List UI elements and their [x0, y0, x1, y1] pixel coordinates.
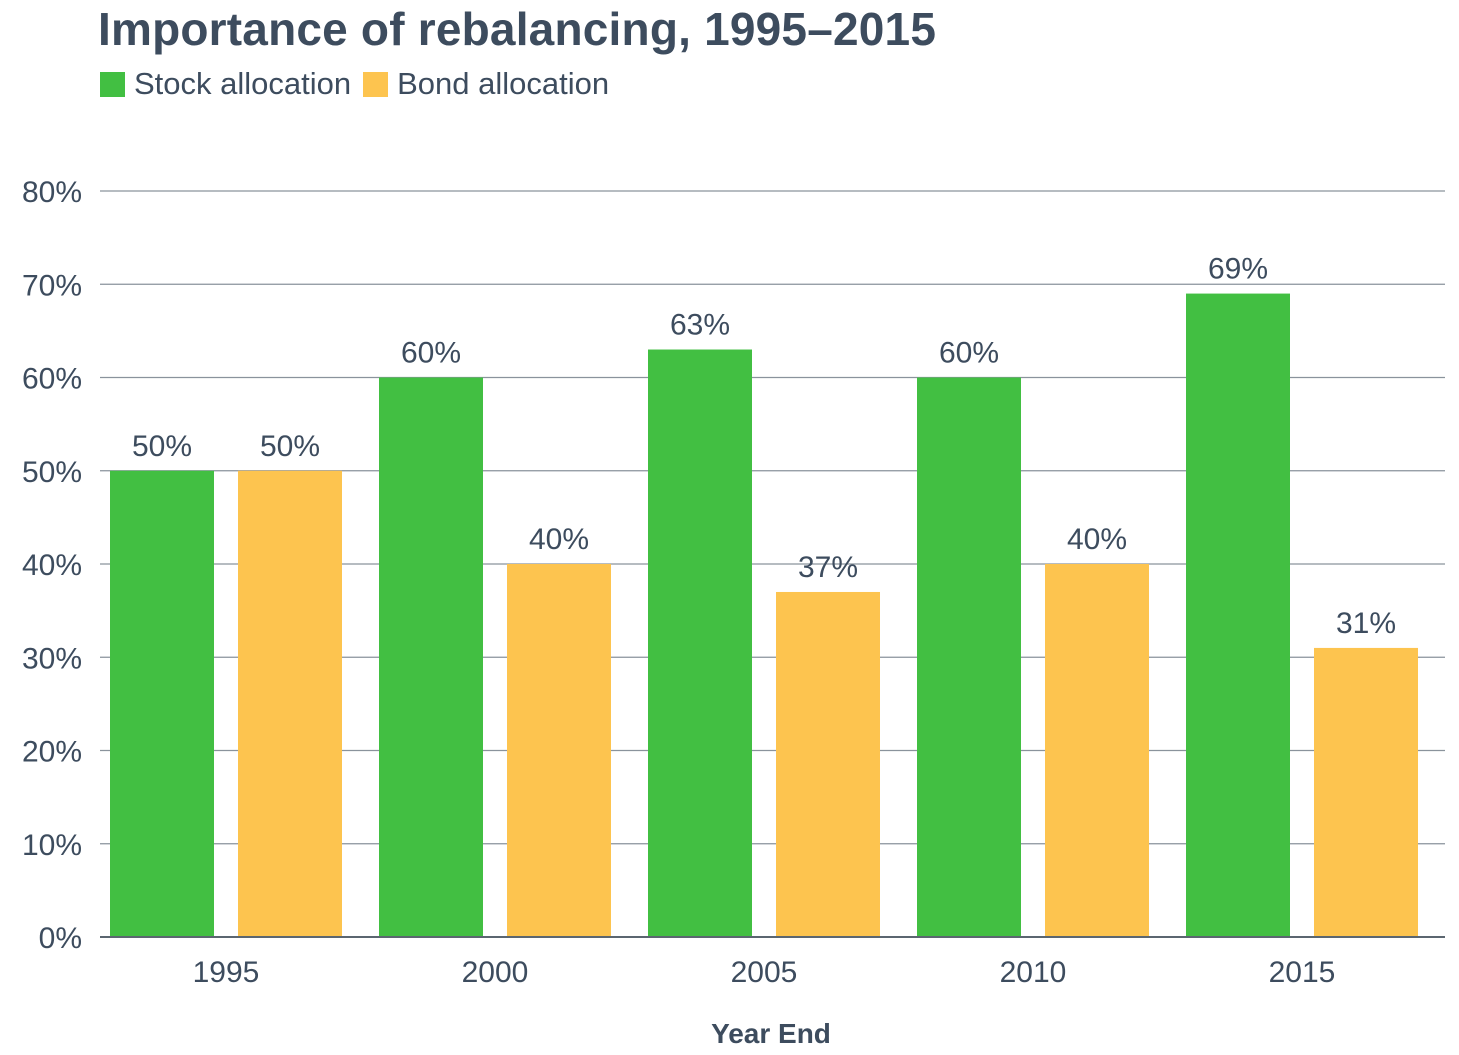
- bar-value-label: 69%: [1208, 253, 1268, 286]
- bar-stock-2000: [379, 377, 483, 937]
- bar-value-label: 40%: [529, 523, 589, 556]
- legend-item-stock: Stock allocation: [100, 66, 351, 102]
- x-tick-label: 2005: [731, 956, 798, 989]
- bar-stock-2010: [917, 377, 1021, 937]
- x-tick-label: 2000: [462, 956, 529, 989]
- bars: [110, 293, 1418, 937]
- legend-label-bond: Bond allocation: [397, 66, 610, 101]
- bar-bond-1995: [238, 470, 342, 937]
- x-tick-label: 1995: [193, 956, 260, 989]
- bar-bond-2015: [1314, 647, 1418, 937]
- legend-swatch-stock: [100, 71, 125, 97]
- legend: Stock allocation Bond allocation: [100, 66, 621, 102]
- bar-bond-2000: [507, 564, 611, 937]
- bar-value-label: 63%: [670, 309, 730, 342]
- x-tick-label: 2010: [1000, 956, 1067, 989]
- x-axis-label: Year End: [711, 1018, 831, 1049]
- bar-stock-2005: [648, 349, 752, 937]
- bar-bond-2005: [776, 591, 880, 937]
- y-tick-label: 0%: [39, 922, 82, 955]
- bar-value-label: 31%: [1336, 607, 1396, 640]
- bar-stock-1995: [110, 470, 214, 937]
- y-tick-label: 20%: [22, 736, 82, 769]
- bar-value-label: 50%: [132, 430, 192, 463]
- y-tick-label: 30%: [22, 642, 82, 675]
- y-axis-ticks: 0% 10% 20% 30% 40% 50% 60% 70% 80%: [22, 176, 82, 955]
- chart-title: Importance of rebalancing, 1995–2015: [98, 3, 937, 55]
- y-tick-label: 50%: [22, 456, 82, 489]
- y-tick-label: 80%: [22, 176, 82, 209]
- bar-value-label: 40%: [1067, 523, 1127, 556]
- bar-stock-2015: [1186, 293, 1290, 937]
- y-tick-label: 70%: [22, 269, 82, 302]
- bar-value-label: 50%: [260, 430, 320, 463]
- bar-bond-2010: [1045, 564, 1149, 937]
- bar-value-label: 60%: [939, 337, 999, 370]
- x-axis-ticks: 1995 2000 2005 2010 2015: [193, 956, 1336, 989]
- y-tick-label: 10%: [22, 829, 82, 862]
- y-tick-label: 40%: [22, 549, 82, 582]
- x-tick-label: 2015: [1269, 956, 1336, 989]
- legend-swatch-bond: [363, 71, 389, 97]
- legend-item-bond: Bond allocation: [363, 66, 609, 102]
- bar-labels: 50% 50% 60% 40% 63% 37% 60% 40% 69% 31%: [132, 253, 1396, 640]
- bar-value-label: 60%: [401, 337, 461, 370]
- y-tick-label: 60%: [22, 363, 82, 396]
- bar-value-label: 37%: [798, 551, 858, 584]
- legend-label-stock: Stock allocation: [134, 66, 352, 101]
